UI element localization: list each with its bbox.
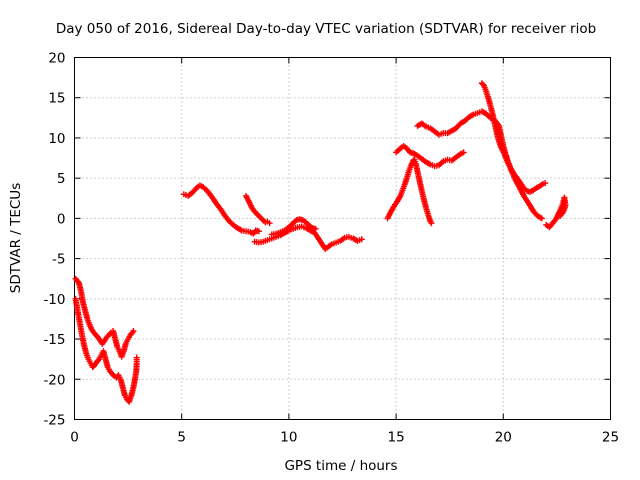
- y-axis-label: SDTVAR / TECUs: [8, 183, 24, 293]
- data-point: [255, 228, 262, 235]
- data-point: [557, 212, 564, 219]
- grid-lines: [74, 57, 611, 420]
- data-point: [542, 179, 549, 186]
- y-tick-label: 15: [48, 91, 65, 107]
- x-tick-label: 15: [388, 430, 405, 446]
- chart-title: Day 050 of 2016, Sidereal Day-to-day VTE…: [56, 21, 596, 37]
- x-tick-label: 25: [602, 430, 619, 446]
- x-tick-label: 0: [70, 430, 79, 446]
- x-tick-label: 20: [495, 430, 512, 446]
- data-point: [428, 220, 435, 227]
- y-tick-label: 20: [48, 51, 65, 67]
- data-point: [95, 357, 102, 364]
- y-tick-label: -5: [52, 252, 65, 268]
- x-tick-label: 5: [177, 430, 186, 446]
- y-tick-label: 0: [57, 211, 66, 227]
- data-point: [130, 328, 137, 335]
- data-point: [266, 220, 273, 227]
- y-tick-label: -25: [43, 413, 65, 429]
- data-point: [358, 236, 365, 243]
- axis-ticks: 0 5 10 15 20 25 -25 -20 -15 -10 -5 0 5 10 15 20: [43, 51, 619, 446]
- data-point: [312, 225, 319, 232]
- data-point: [479, 81, 486, 88]
- data-point: [460, 149, 467, 156]
- x-axis-label: GPS time / hours: [284, 458, 397, 474]
- data-point: [110, 371, 117, 378]
- y-tick-label: 10: [48, 131, 65, 147]
- y-tick-label: -15: [43, 332, 65, 348]
- y-tick-label: -10: [43, 292, 65, 308]
- y-tick-label: -20: [43, 372, 65, 388]
- data-points: [72, 80, 569, 405]
- x-tick-label: 10: [280, 430, 297, 446]
- y-tick-label: 5: [57, 171, 66, 187]
- data-point: [538, 215, 545, 222]
- data-point: [133, 354, 140, 361]
- plot-frame: [74, 57, 611, 420]
